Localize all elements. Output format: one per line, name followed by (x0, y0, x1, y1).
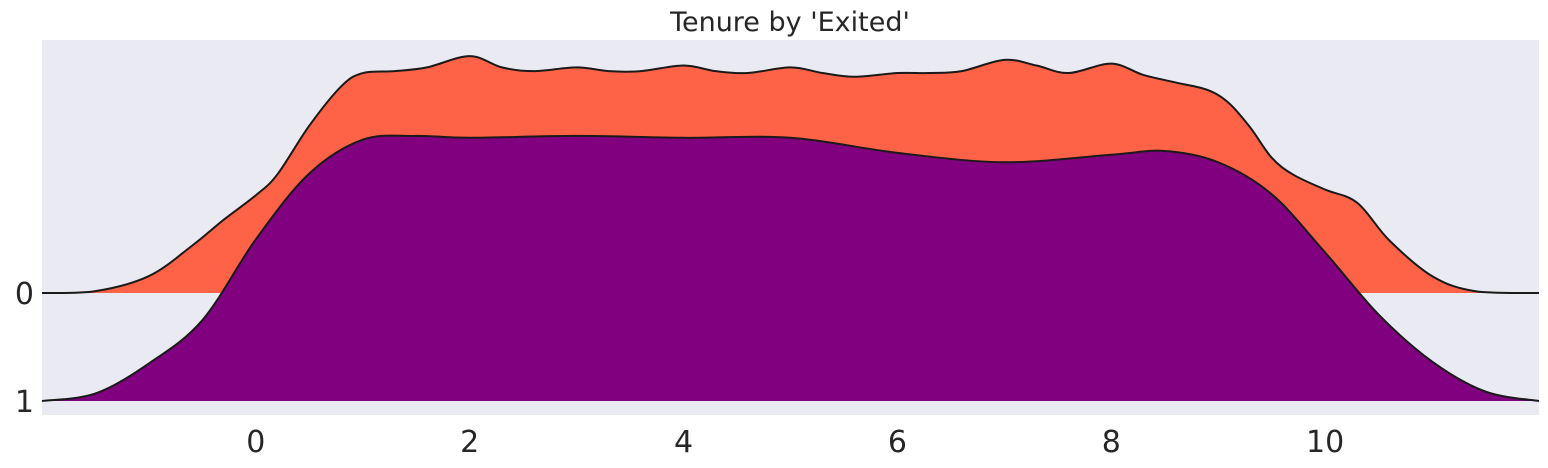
y-tick-label: 0 (15, 277, 34, 312)
ridges (41, 55, 1540, 402)
ridge-area-1 (42, 135, 1539, 402)
x-tick-labels: 0 2 4 6 8 10 (246, 425, 1344, 460)
ridge-outline-0 (41, 55, 1540, 295)
x-tick-label: 10 (1306, 425, 1344, 460)
x-tick-label: 6 (888, 425, 907, 460)
x-tick-label: 0 (246, 425, 265, 460)
ridge-outline-1 (41, 134, 1540, 402)
y-tick-labels: 01 (15, 277, 34, 420)
chart-title: Tenure by 'Exited' (669, 7, 910, 38)
x-tick-label: 8 (1102, 425, 1121, 460)
y-tick-label: 1 (15, 385, 34, 420)
x-tick-label: 4 (674, 425, 693, 460)
x-tick-label: 2 (460, 425, 479, 460)
ridge-series-1 (41, 134, 1540, 402)
